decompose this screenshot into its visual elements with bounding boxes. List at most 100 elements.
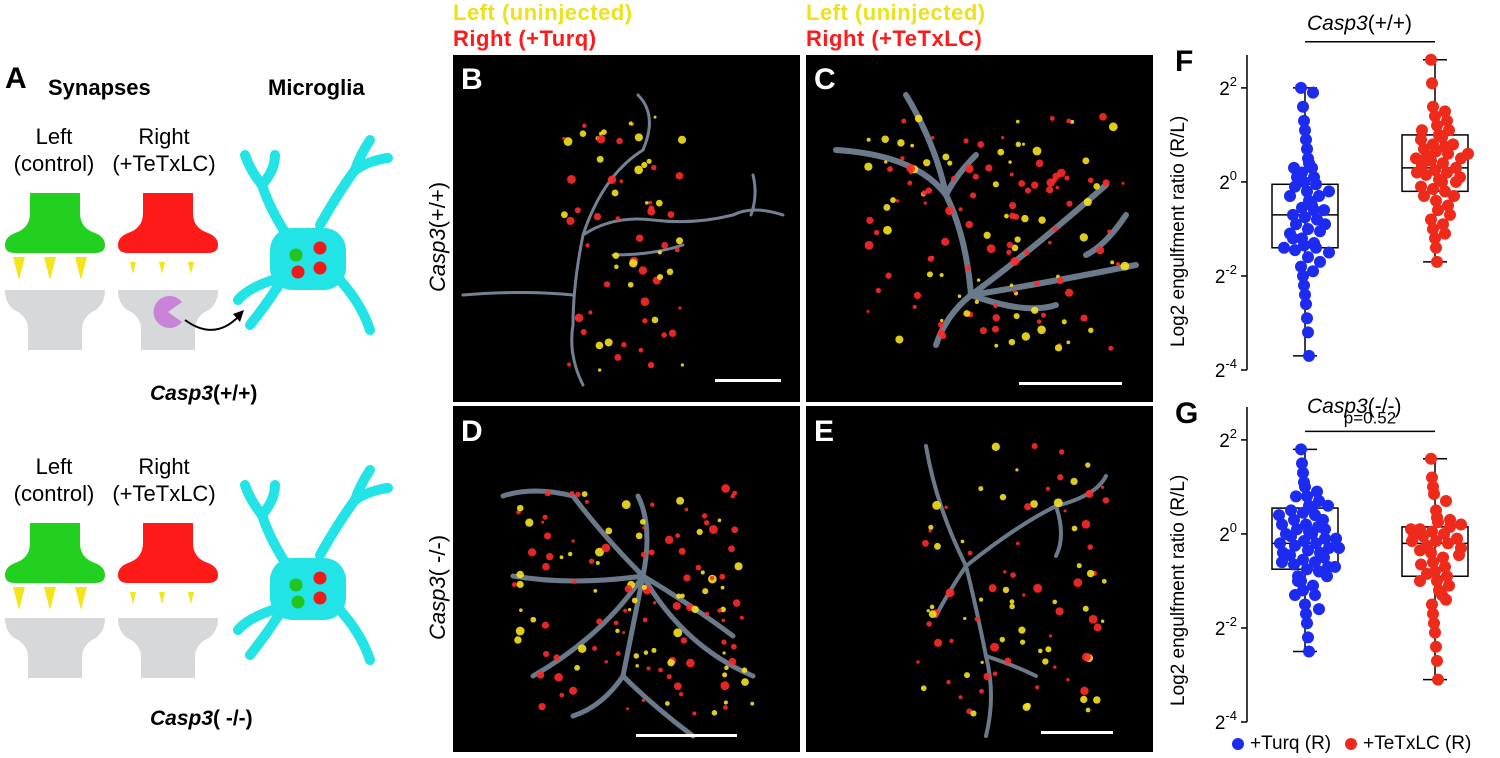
genotype-bottom: Casp3( -/-) [150,707,253,730]
punctum [1009,603,1015,610]
punctum [1079,233,1088,242]
data-point [1301,490,1313,503]
microglia-cell-top [233,135,393,335]
punctum [907,180,913,186]
data-point [1299,211,1311,224]
data-point [1291,171,1303,184]
punctum [686,658,695,668]
data-point [1278,241,1290,254]
punctum [511,582,517,588]
data-point [1411,166,1423,179]
punctum [574,313,584,323]
punctum [734,562,743,571]
punctum [730,643,737,650]
punctum [1056,276,1064,285]
punctum [991,325,999,333]
punctum [1040,312,1047,318]
punctum [900,156,905,161]
micrograph-d [453,406,800,752]
punctum [1014,236,1021,243]
data-point [1432,204,1444,217]
punctum [613,620,619,626]
punctum [881,135,889,144]
data-point [1425,213,1437,226]
punctum [517,504,524,512]
punctum [1087,544,1094,550]
punctum [1055,607,1064,616]
data-point [1306,527,1318,540]
data-point [1443,579,1455,592]
data-point [1430,194,1442,207]
data-point [1297,269,1309,282]
punctum [1102,179,1110,187]
punctum [1015,141,1021,148]
punctum [906,164,916,173]
punctum [960,539,965,544]
punctum [615,216,621,221]
punctum [916,660,920,664]
punctum [616,137,623,145]
data-point [1410,152,1422,165]
data-point [1299,288,1311,301]
row-label-top: Casp3(+/+) [425,181,450,292]
punctum [554,673,563,682]
punctum [595,341,604,350]
punctum [680,593,685,599]
punctum [1088,614,1098,624]
punctum [640,551,647,558]
data-point [1313,190,1325,203]
punctum [965,220,974,229]
punctum [1066,118,1072,124]
punctum [1061,319,1067,325]
punctum [1038,648,1043,654]
punctum [977,141,985,148]
punctum [1015,468,1019,472]
punctum [1045,646,1052,653]
punctum [584,499,589,504]
data-point [1285,504,1297,517]
data-point [1295,443,1307,456]
punctum [675,533,681,539]
data-point [1427,556,1439,569]
punctum [544,532,552,540]
punctum [941,237,950,246]
punctum [1096,246,1105,255]
punctum [884,160,888,164]
punctum [890,197,896,203]
punctum [1110,260,1115,265]
data-point [1333,542,1345,555]
punctum [612,252,620,259]
punctum [997,148,1005,156]
data-point [1420,168,1432,181]
punctum [580,328,587,336]
presynapse-right-red [118,193,218,253]
punctum [1049,116,1055,121]
punctum [631,597,638,604]
punctum [731,526,739,534]
punctum [932,500,942,510]
data-point [1448,190,1460,203]
punctum [530,616,537,623]
punctum [1004,213,1009,219]
punctum [1083,198,1092,207]
punctum [921,190,927,196]
data-point [1306,161,1318,174]
punctum [588,558,595,564]
punctum [988,584,997,593]
panel-label-a: A [5,62,27,95]
data-point [1297,100,1309,113]
punctum [1042,658,1049,665]
punctum [883,203,891,211]
data-point [1437,157,1449,170]
punctum [622,631,626,635]
punctum [992,671,998,677]
punctum [595,560,600,566]
punctum [709,575,715,581]
punctum [928,529,932,533]
punctum [1048,240,1052,245]
data-point [1428,617,1440,630]
data-point [1290,218,1302,231]
bottom-left-control-label: Left (control) [13,454,95,506]
punctum [978,597,984,602]
punctum [940,318,944,323]
